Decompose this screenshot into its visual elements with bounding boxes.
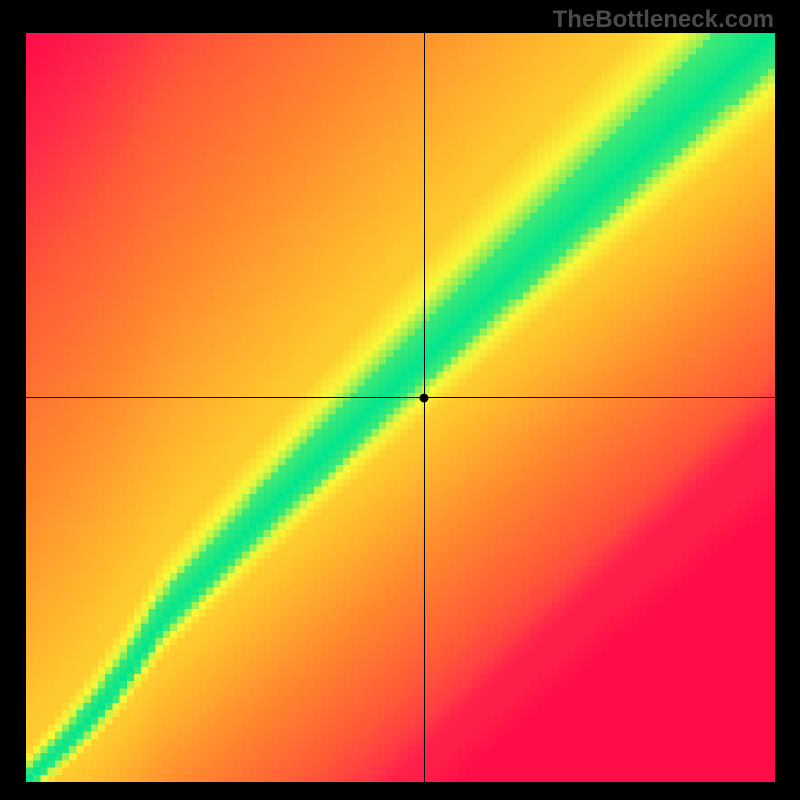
- crosshair-vertical: [424, 33, 425, 782]
- crosshair-horizontal: [26, 397, 775, 398]
- chart-container: TheBottleneck.com: [0, 0, 800, 800]
- data-point-marker: [420, 393, 429, 402]
- watermark-text: TheBottleneck.com: [553, 6, 774, 34]
- bottleneck-heatmap: [26, 33, 775, 782]
